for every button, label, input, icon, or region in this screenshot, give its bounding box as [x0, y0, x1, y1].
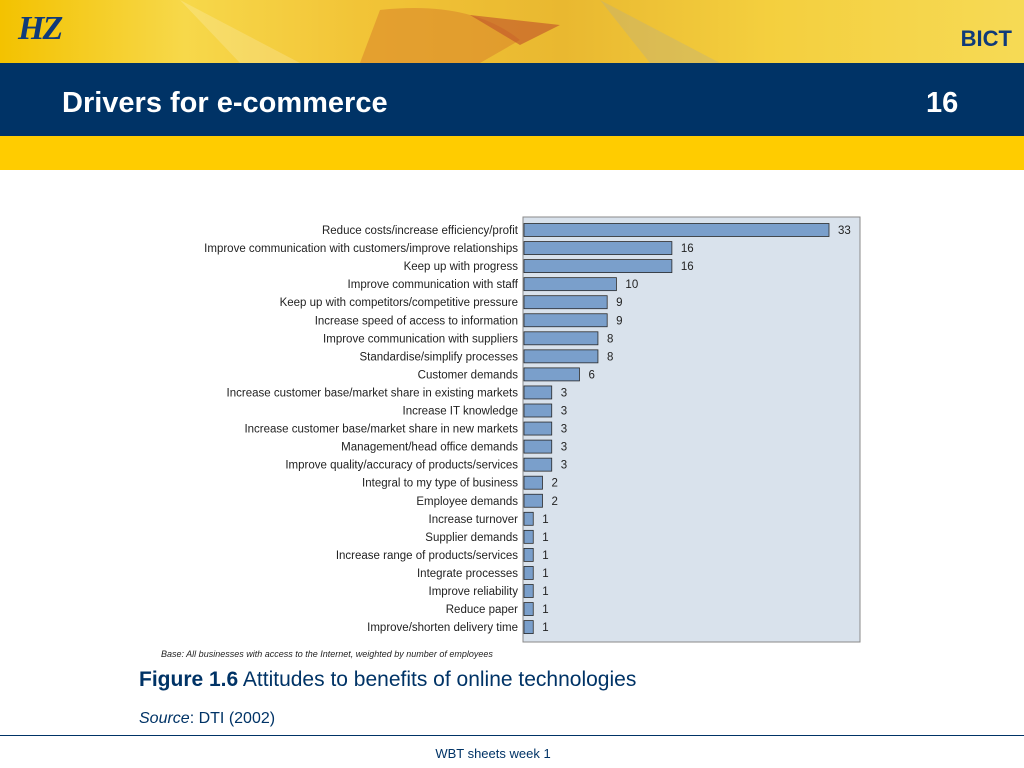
bar [523, 295, 608, 310]
bar [523, 548, 534, 562]
category-label: Increase turnover [429, 514, 519, 526]
data-label: 10 [625, 279, 638, 291]
bottom-divider [0, 735, 1024, 736]
data-label: 2 [551, 496, 557, 508]
bar [523, 331, 599, 346]
category-label: Standardise/simplify processes [359, 351, 518, 363]
category-label: Improve communication with suppliers [323, 333, 518, 345]
data-label: 3 [561, 406, 567, 418]
bar [523, 566, 534, 580]
category-label: Integrate processes [417, 568, 518, 580]
bar [523, 584, 534, 598]
caption-text: Attitudes to benefits of online technolo… [242, 668, 637, 691]
bar [523, 421, 553, 436]
bar [523, 241, 673, 255]
data-label: 1 [542, 568, 548, 580]
category-label: Increase IT knowledge [403, 406, 519, 418]
data-label: 1 [542, 550, 548, 562]
category-label: Supplier demands [425, 532, 518, 544]
data-label: 33 [838, 225, 851, 237]
category-label: Improve reliability [429, 586, 519, 598]
data-label: 9 [616, 297, 622, 309]
banner-decoration [180, 0, 720, 63]
category-label: Employee demands [416, 496, 518, 508]
data-label: 1 [542, 622, 548, 634]
data-label: 8 [607, 351, 613, 363]
bar [523, 439, 553, 454]
data-label: 3 [561, 387, 567, 399]
category-label: Increase speed of access to information [315, 315, 518, 327]
data-label: 1 [542, 604, 548, 616]
category-label: Increase customer base/market share in n… [244, 424, 518, 436]
bar [523, 313, 608, 328]
category-label: Improve communication with staff [348, 279, 519, 291]
bar [523, 259, 673, 274]
data-label: 3 [561, 442, 567, 454]
source-label: Source [139, 710, 190, 727]
slide-number: 16 [926, 87, 959, 119]
category-label: Increase range of products/services [336, 550, 518, 562]
category-label: Increase customer base/market share in e… [227, 387, 519, 399]
source-text: : DTI (2002) [189, 710, 276, 727]
bar-chart: Reduce costs/increase efficiency/profit 3… [161, 216, 861, 659]
category-label: Management/head office demands [341, 442, 518, 454]
logo: HZ [18, 10, 63, 47]
figure-caption: Figure 1.6 Attitudes to benefits of onli… [139, 668, 636, 692]
data-label: 3 [561, 424, 567, 436]
bar [523, 493, 543, 508]
page-title: Drivers for e-commerce [62, 87, 388, 119]
base-note: Base: All businesses with access to the … [161, 649, 493, 659]
bar [523, 620, 534, 634]
data-label: 1 [542, 532, 548, 544]
accent-band [0, 136, 1024, 170]
data-label: 1 [542, 514, 548, 526]
bar [523, 277, 617, 292]
title-bar: Drivers for e-commerce 16 [0, 63, 1024, 136]
bar [523, 349, 599, 364]
brand-label: BICT [960, 26, 1012, 51]
bar [523, 457, 553, 472]
bar [523, 367, 580, 382]
bar [523, 511, 534, 526]
category-label: Customer demands [418, 369, 519, 381]
category-label: Keep up with progress [404, 261, 519, 273]
footer-text: WBT sheets week 1 [435, 746, 551, 761]
category-label: Reduce costs/increase efficiency/profit [322, 225, 519, 237]
category-label: Integral to my type of business [362, 478, 518, 490]
data-label: 1 [542, 586, 548, 598]
data-label: 16 [681, 243, 694, 255]
bar [523, 403, 553, 418]
bar [523, 223, 830, 237]
data-label: 8 [607, 333, 613, 345]
data-label: 3 [561, 460, 567, 472]
data-label: 16 [681, 261, 694, 273]
bar [523, 475, 543, 490]
data-label: 9 [616, 315, 622, 327]
caption-label: Figure 1.6 [139, 668, 239, 691]
data-label: 2 [551, 478, 557, 490]
data-label: 6 [588, 369, 594, 381]
bar [523, 529, 534, 544]
bar [523, 602, 534, 616]
category-label: Improve communication with customers/imp… [204, 243, 518, 255]
category-label: Improve/shorten delivery time [367, 622, 518, 634]
source-note: Source: DTI (2002) [139, 710, 275, 728]
category-label: Improve quality/accuracy of products/ser… [285, 460, 518, 472]
header-banner: HZ BICT [0, 0, 1024, 63]
category-label: Reduce paper [446, 604, 518, 616]
bar [523, 385, 553, 400]
category-label: Keep up with competitors/competitive pre… [280, 297, 518, 309]
